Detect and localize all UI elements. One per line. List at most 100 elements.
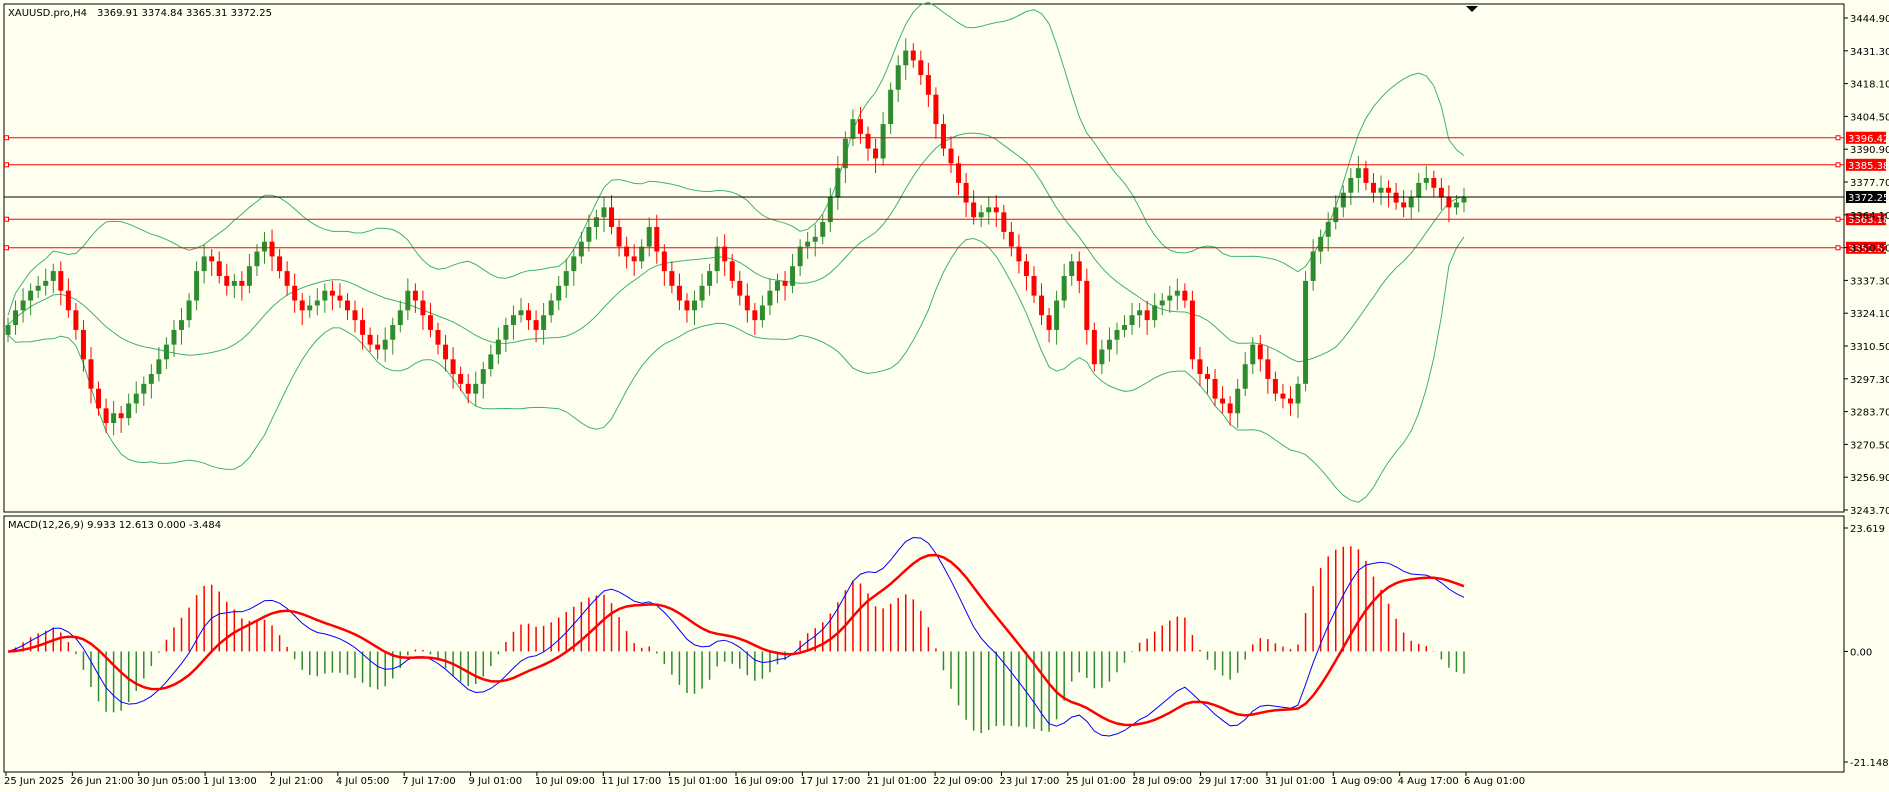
time-tick-label: 16 Jul 09:00 [734, 776, 794, 787]
candle-body [820, 222, 826, 237]
macd-tick-label: 0.00 [1850, 647, 1872, 658]
candle-body [1295, 383, 1301, 404]
candle-body [5, 325, 11, 335]
candle-body [918, 60, 924, 76]
candle-body [503, 325, 509, 340]
candlesticks [5, 38, 1467, 436]
candle-body [1386, 187, 1392, 193]
price-tick-label: 3431.30 [1850, 47, 1889, 58]
candle-body [1189, 300, 1195, 360]
time-tick-label: 1 Jul 13:00 [203, 776, 257, 787]
candle-body [518, 310, 524, 316]
time-tick-label: 31 Jul 01:00 [1265, 776, 1325, 787]
candle-body [1393, 192, 1399, 203]
candle-body [307, 305, 313, 311]
candle-body [133, 393, 139, 404]
price-tick-label: 3390.90 [1850, 145, 1889, 156]
candle-body [96, 388, 102, 409]
candle-body [1023, 261, 1029, 277]
candle-body [797, 246, 803, 267]
candle-body [586, 227, 592, 242]
candle-body [661, 251, 667, 272]
candle-body [978, 212, 984, 218]
time-tick-label: 4 Aug 17:00 [1398, 776, 1459, 787]
candle-body [1076, 261, 1082, 281]
candle-body [480, 369, 486, 384]
candle-body [1318, 236, 1324, 252]
time-tick-label: 29 Jul 17:00 [1199, 776, 1259, 787]
time-tick-label: 7 Jul 17:00 [402, 776, 456, 787]
chart-shift-marker[interactable] [1466, 6, 1478, 12]
candle-body [986, 207, 992, 213]
candle-body [707, 271, 713, 286]
time-tick-label: 28 Jul 09:00 [1132, 776, 1192, 787]
candle-body [1220, 398, 1226, 404]
candle-body [1227, 403, 1233, 414]
candle-body [1355, 168, 1361, 178]
macd-title: MACD(12,26,9) 9.933 12.613 0.000 -3.484 [8, 520, 221, 531]
level-anchor [4, 245, 9, 251]
candle-body [609, 207, 615, 228]
candle-body [58, 271, 64, 291]
candle-body [412, 290, 418, 301]
candle-body [1325, 222, 1331, 237]
level-label: 3396.42 [1848, 134, 1889, 145]
candle-body [1144, 310, 1150, 321]
candle-body [465, 383, 471, 394]
level-anchor [4, 162, 9, 168]
candle-body [397, 310, 403, 326]
bb-lower [7, 236, 1465, 503]
candle-body [556, 285, 562, 301]
candle-body [299, 300, 305, 311]
candle-body [179, 320, 185, 330]
time-tick-label: 9 Jul 01:00 [469, 776, 523, 787]
candle-body [510, 315, 516, 326]
price-tick-label: 3444.90 [1850, 14, 1889, 25]
price-tick-label: 3270.50 [1850, 440, 1889, 451]
candle-body [495, 339, 501, 355]
signal-line [7, 553, 1465, 727]
candle-body [43, 280, 49, 286]
candle-body [1242, 364, 1248, 389]
candle-body [873, 148, 879, 159]
candle-body [910, 50, 916, 61]
candle-body [737, 280, 743, 296]
candle-body [729, 261, 735, 281]
candle-body [842, 138, 848, 169]
candle-body [1129, 315, 1135, 326]
candle-body [1137, 310, 1143, 316]
candle-body [1046, 315, 1052, 330]
candle-body [239, 280, 245, 286]
candle-body [201, 256, 207, 272]
candle-body [865, 133, 871, 149]
level-label-box [1846, 213, 1886, 226]
candle-body [420, 300, 426, 316]
candle-body [1416, 182, 1422, 198]
candle-body [971, 202, 977, 218]
bollinger-bands [7, 1, 1465, 503]
candle-body [1167, 295, 1173, 301]
candle-body [186, 300, 192, 321]
candle-body [676, 285, 682, 301]
candle-body [1122, 325, 1128, 330]
candle-body [767, 290, 773, 306]
candle-body [857, 119, 863, 134]
candle-body [148, 374, 154, 384]
candle-body [1114, 329, 1120, 340]
macd-line [7, 536, 1465, 737]
candle-body [73, 310, 79, 330]
candle-body [533, 320, 539, 330]
candle-body [261, 241, 267, 252]
candle-body [1272, 378, 1278, 394]
candle-body [292, 285, 298, 301]
level-label-box [1846, 241, 1886, 254]
candle-body [1250, 344, 1256, 365]
candle-body [631, 256, 637, 262]
candle-body [1182, 290, 1188, 301]
price-tick-label: 3324.10 [1850, 309, 1889, 320]
candle-body [216, 261, 222, 277]
candle-body [1205, 374, 1211, 379]
candle-body [50, 271, 56, 281]
candle-body [1333, 207, 1339, 223]
